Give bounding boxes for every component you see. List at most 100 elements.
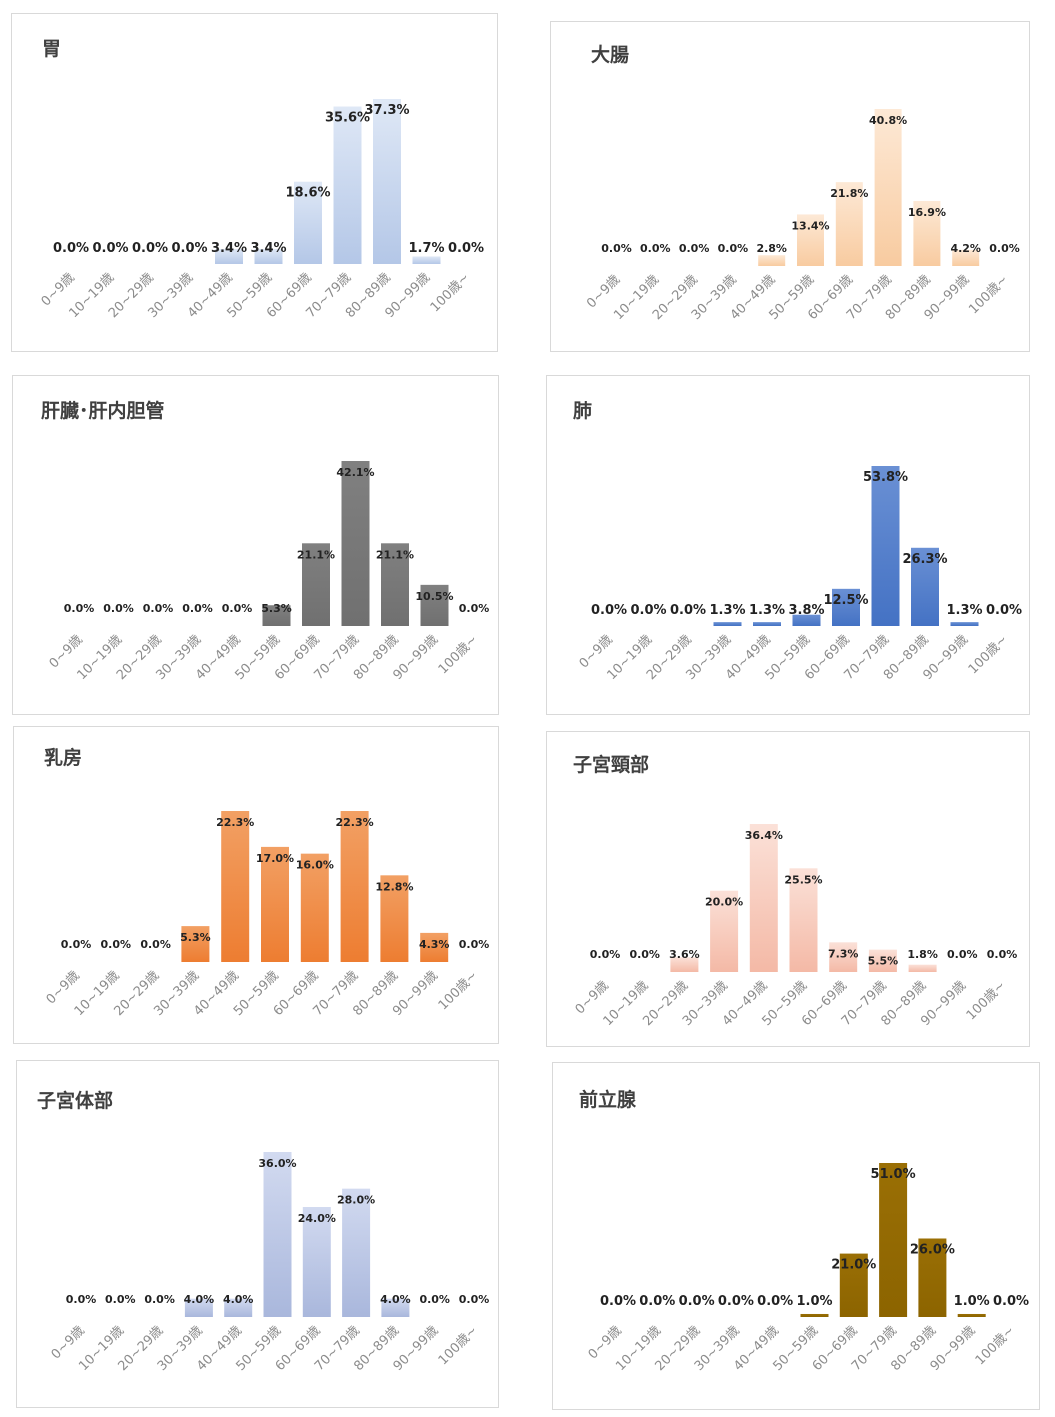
bar <box>263 1152 292 1317</box>
chart-panel: 胃 0.0% 0~9歳 0.0% 10~19歳 0.0% 20~29歳 0.0% 30~39歳 3… <box>11 13 498 352</box>
data-label: 12.5% <box>823 593 868 608</box>
chart-panel: 大腸 0.0% 0~9歳 0.0% 10~19歳 0.0% 20~29歳 0.0% 30~39歳… <box>550 21 1030 352</box>
bar <box>302 543 330 626</box>
bar <box>340 811 369 962</box>
bar <box>412 256 441 264</box>
bar <box>670 957 699 972</box>
chart-title: 子宮頸部 <box>573 754 650 776</box>
data-label: 0.0% <box>171 241 207 256</box>
data-label: 16.9% <box>908 206 946 219</box>
data-label: 28.0% <box>337 1194 375 1207</box>
data-label: 5.3% <box>261 602 292 615</box>
bar <box>254 248 283 264</box>
bar <box>224 1298 253 1317</box>
bar <box>879 1163 908 1317</box>
bar <box>789 868 818 972</box>
chart-title: 肺 <box>573 400 593 422</box>
data-label: 40.8% <box>869 114 907 127</box>
data-label: 53.8% <box>863 470 908 485</box>
data-label: 2.8% <box>756 242 787 255</box>
x-tick-label: 100歳~ <box>428 270 473 315</box>
data-label: 5.3% <box>180 931 211 944</box>
data-label: 0.0% <box>989 242 1020 255</box>
data-label: 0.0% <box>132 241 168 256</box>
data-label: 0.0% <box>419 1293 450 1306</box>
data-label: 0.0% <box>679 242 710 255</box>
bar <box>758 255 786 266</box>
data-label: 36.4% <box>745 829 783 842</box>
data-label: 22.3% <box>216 816 254 829</box>
bar <box>797 214 824 266</box>
bar <box>792 614 821 626</box>
data-label: 0.0% <box>459 602 490 615</box>
data-label: 0.0% <box>591 603 627 618</box>
x-tick-label: 100歳~ <box>436 968 481 1013</box>
data-label: 21.1% <box>376 548 414 561</box>
x-tick-label: 100歳~ <box>966 272 1011 317</box>
data-label: 0.0% <box>101 938 132 951</box>
bar <box>215 248 243 264</box>
bar <box>333 106 362 264</box>
data-label: 0.0% <box>144 1293 175 1306</box>
bar <box>221 811 250 962</box>
bar-chart: 0.0%0~9歳0.0%10~19歳0.0%20~29歳1.3%30~39歳1.… <box>577 466 1022 683</box>
data-label: 0.0% <box>670 603 706 618</box>
data-label: 0.0% <box>629 948 660 961</box>
data-label: 0.0% <box>600 1294 636 1309</box>
bar <box>908 964 937 972</box>
data-label: 0.0% <box>222 602 253 615</box>
data-label: 42.1% <box>336 466 374 479</box>
bar <box>913 200 941 266</box>
x-tick-label: 0~9歳 <box>44 968 83 1007</box>
bar <box>262 605 291 626</box>
x-tick-label: 100歳~ <box>973 1323 1018 1368</box>
data-label: 0.0% <box>639 1294 675 1309</box>
data-label: 0.0% <box>61 938 92 951</box>
data-label: 3.4% <box>250 241 286 256</box>
chart-title: 大腸 <box>591 44 630 66</box>
data-label: 4.0% <box>223 1293 254 1306</box>
bar <box>713 622 742 626</box>
chart-panel: 肺 0.0% 0~9歳 0.0% 10~19歳 0.0% 20~29歳 1.3% 30~39歳 1… <box>546 375 1030 715</box>
bar <box>380 875 409 962</box>
bar <box>381 543 409 626</box>
data-label: 3.4% <box>211 241 247 256</box>
data-label: 16.0% <box>296 859 334 872</box>
bar <box>300 853 329 962</box>
data-label: 1.3% <box>749 603 785 618</box>
data-label: 5.5% <box>868 955 899 968</box>
data-label: 10.5% <box>415 590 453 603</box>
data-label: 26.3% <box>902 552 947 567</box>
bar-chart: 0.0%0~9歳0.0%10~19歳0.0%20~29歳4.0%30~39歳4.… <box>49 1152 489 1374</box>
data-label: 0.0% <box>459 938 490 951</box>
bar <box>373 99 401 264</box>
data-label: 51.0% <box>871 1167 916 1182</box>
data-label: 35.6% <box>325 111 370 126</box>
bar <box>302 1207 331 1317</box>
data-label: 20.0% <box>705 896 743 909</box>
x-tick-label: 100歳~ <box>964 978 1009 1023</box>
data-label: 25.5% <box>784 873 822 886</box>
bar <box>835 182 863 266</box>
bar-chart: 0.0%0~9歳0.0%10~19歳3.6%20~29歳20.0%30~39歳3… <box>573 824 1018 1029</box>
data-label: 1.0% <box>796 1294 832 1309</box>
x-tick-label: 100歳~ <box>966 632 1011 677</box>
data-label: 0.0% <box>53 241 89 256</box>
data-label: 24.0% <box>298 1212 336 1225</box>
data-label: 1.7% <box>408 241 444 256</box>
chart-panel: 子宮頸部 0.0% 0~9歳 0.0% 10~19歳 3.6% 20~29歳 20.0% 30~… <box>546 731 1030 1047</box>
data-label: 0.0% <box>448 241 484 256</box>
bar-chart: 0.0%0~9歳0.0%10~19歳0.0%20~29歳0.0%30~39歳3.… <box>39 99 484 321</box>
data-label: 26.0% <box>910 1242 955 1257</box>
data-label: 0.0% <box>601 242 632 255</box>
bar-chart: 0.0%0~9歳0.0%10~19歳0.0%20~29歳5.3%30~39歳22… <box>44 811 490 1019</box>
bar <box>261 846 289 962</box>
x-tick-label: 100歳~ <box>436 632 481 677</box>
data-label: 0.0% <box>987 948 1018 961</box>
data-label: 0.0% <box>640 242 671 255</box>
data-label: 0.0% <box>757 1294 793 1309</box>
data-label: 37.3% <box>364 103 409 118</box>
bar <box>829 942 858 972</box>
bar <box>952 249 980 266</box>
bar <box>753 622 781 626</box>
